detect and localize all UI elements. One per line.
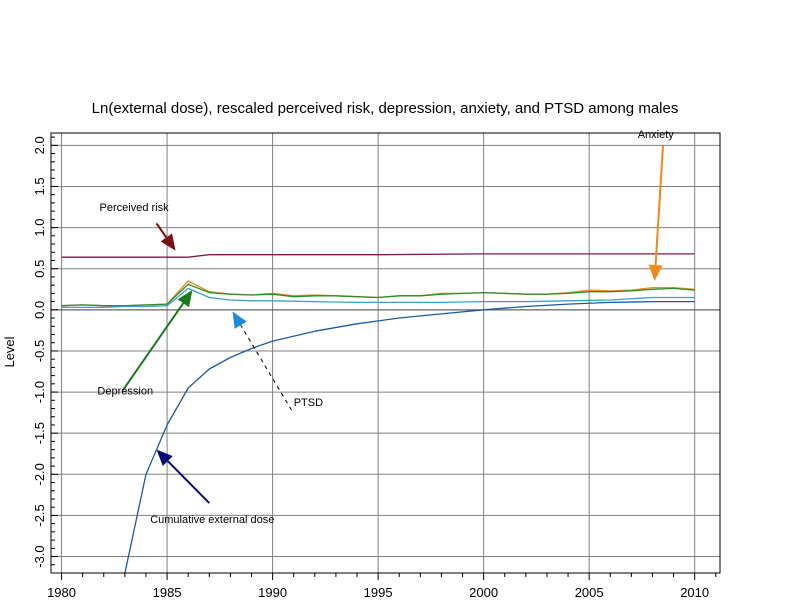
annotation-label-0: Perceived risk bbox=[100, 202, 170, 214]
annotation-arrowhead-4 bbox=[156, 449, 173, 466]
annotation-label-4: Cumulative external dose bbox=[150, 514, 274, 526]
annotation-label-3: PTSD bbox=[294, 397, 323, 409]
annotation-arrow-4 bbox=[167, 460, 210, 504]
annotation-label-1: Anxiety bbox=[638, 129, 675, 141]
annotation-arrow-3 bbox=[240, 324, 293, 411]
annotation-arrowhead-1 bbox=[648, 264, 663, 282]
y-tick-label: -3.0 bbox=[32, 545, 47, 567]
x-tick-label: 2000 bbox=[469, 585, 498, 600]
y-tick-label: -0.5 bbox=[32, 340, 47, 362]
axis-ticks: 1980 1985 1990 1995 2000 2005 2010 -3.0 -2.5 -2.0… bbox=[32, 136, 717, 600]
annotation-arrowhead-0 bbox=[160, 233, 176, 251]
series-line-0 bbox=[61, 253, 695, 258]
annotation-arrow-2 bbox=[121, 302, 185, 391]
y-tick-label: -2.5 bbox=[32, 504, 47, 526]
y-tick-label: -2.0 bbox=[32, 463, 47, 485]
y-tick-label: 2.0 bbox=[32, 136, 47, 154]
y-tick-label: 0.0 bbox=[32, 301, 47, 319]
chart-title: Ln(external dose), rescaled perceived ri… bbox=[92, 100, 679, 117]
y-tick-label: 0.5 bbox=[32, 260, 47, 278]
x-tick-label: 2005 bbox=[575, 585, 604, 600]
annotation-arrow-0 bbox=[155, 222, 168, 239]
y-tick-label: 1.0 bbox=[32, 219, 47, 237]
grid bbox=[51, 133, 720, 573]
x-tick-label: 2010 bbox=[680, 585, 709, 600]
y-tick-label: -1.0 bbox=[32, 381, 47, 403]
series-line-3 bbox=[61, 287, 695, 309]
series-lines bbox=[61, 253, 695, 574]
series-line-4 bbox=[124, 300, 695, 574]
series-line-2 bbox=[61, 283, 695, 307]
x-tick-label: 1985 bbox=[153, 585, 182, 600]
annotation-arrowhead-3 bbox=[232, 311, 247, 329]
annotation-arrowhead-2 bbox=[177, 290, 193, 308]
annotation-arrow-1 bbox=[654, 145, 665, 266]
y-tick-label: -1.5 bbox=[32, 422, 47, 444]
x-tick-label: 1995 bbox=[364, 585, 393, 600]
annotations: Perceived risk Anxiety Depression PTSD Cumul… bbox=[97, 129, 674, 526]
plot-frame bbox=[50, 132, 721, 574]
y-tick-label: 1.5 bbox=[32, 177, 47, 195]
x-tick-label: 1980 bbox=[47, 585, 76, 600]
annotation-label-2: Depression bbox=[97, 386, 153, 398]
y-axis-label: Level bbox=[2, 336, 17, 367]
x-tick-label: 1990 bbox=[258, 585, 287, 600]
